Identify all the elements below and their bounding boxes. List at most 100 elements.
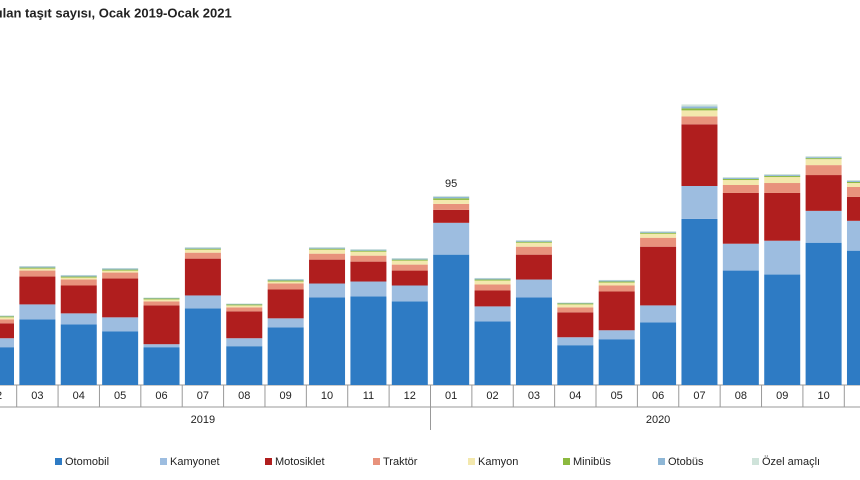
bar-segment [226, 303, 263, 305]
bar-segment [391, 264, 428, 271]
x-tick-label: 11 [363, 390, 374, 402]
bar-segment [598, 291, 635, 331]
bar-segment [474, 306, 511, 322]
bar-segment [640, 322, 677, 385]
bar-segment [433, 198, 470, 200]
bar-segment [681, 106, 718, 109]
bar-segment [350, 249, 387, 250]
bar-segment [184, 247, 221, 248]
bar-segment [474, 284, 511, 291]
bar-segment [805, 242, 842, 385]
x-tick-label: 10 [817, 390, 829, 402]
x-tick-label: 07 [693, 390, 705, 402]
x-tick-label: 06 [155, 390, 167, 402]
bar-segment [722, 180, 759, 186]
legend-marker [265, 458, 272, 465]
bar-segment [474, 290, 511, 307]
bar-segment [267, 280, 304, 282]
bar-segment [557, 337, 594, 346]
bar-segment [143, 299, 180, 302]
bar-segment [184, 295, 221, 309]
bar-segment [391, 258, 428, 259]
bar-segment [805, 210, 842, 243]
bar-segment [350, 250, 387, 252]
bar-segment [681, 116, 718, 125]
bar-segment [764, 274, 801, 385]
bar-segment [391, 260, 428, 265]
bar-segment [226, 311, 263, 339]
bar-segment [846, 183, 860, 187]
bar-segment [557, 303, 594, 305]
legend-marker [55, 458, 62, 465]
bar-segment [102, 272, 139, 279]
bar-segment [0, 315, 14, 317]
bar-segment [515, 240, 552, 241]
bar-segment [391, 270, 428, 286]
x-tick-label: 02 [0, 390, 2, 402]
bar-segment [598, 281, 635, 283]
bar-segment [474, 277, 511, 279]
bar-segment [433, 203, 470, 210]
bar-segment [309, 249, 346, 254]
bar-segment [722, 185, 759, 193]
bar-segment [515, 297, 552, 385]
bar-segment [557, 307, 594, 313]
legend-marker [373, 458, 380, 465]
bar-segment [557, 345, 594, 385]
bar-segment [0, 316, 14, 318]
bar-segment [515, 279, 552, 298]
legend-marker [752, 458, 759, 465]
bar-segment [391, 301, 428, 385]
bar-segment [640, 237, 677, 247]
bar-segment [350, 296, 387, 385]
bar-segment [764, 240, 801, 275]
bar-segment [474, 280, 511, 285]
bar-segment [515, 254, 552, 280]
group-label: 2019 [191, 414, 215, 426]
bar-segment [309, 247, 346, 249]
bar-segment [102, 268, 139, 270]
bar-segment [722, 270, 759, 385]
bar-segment [391, 259, 428, 261]
legend-label: Kamyonet [170, 456, 220, 468]
bar-segment [226, 346, 263, 385]
bar-segment [102, 267, 139, 269]
bar-segment [598, 330, 635, 340]
chart-title: ılan taşıt sayısı, Ocak 2019-Ocak 2021 [0, 5, 232, 20]
bar-segment [722, 243, 759, 271]
bar-segment [515, 241, 552, 243]
bar-segment [764, 177, 801, 184]
bar-segment [19, 319, 56, 385]
bar-segment [557, 312, 594, 338]
bar-segment [681, 218, 718, 385]
data-label: 95 [445, 178, 457, 190]
bar-segment [722, 178, 759, 180]
x-tick-label: 07 [197, 390, 209, 402]
bar-segment [681, 108, 718, 111]
bar-segment [722, 192, 759, 244]
bar-segment [267, 279, 304, 281]
legend-marker [160, 458, 167, 465]
bar-segment [640, 233, 677, 238]
bar-segment [19, 304, 56, 320]
bar-segment [598, 282, 635, 286]
bar-segment [515, 246, 552, 255]
bar-segment [764, 176, 801, 178]
bar-segment [267, 327, 304, 385]
bar-segment [557, 302, 594, 304]
bar-segment [60, 313, 97, 325]
bar-segment [722, 177, 759, 179]
bar-segment [640, 231, 677, 233]
bar-segment [598, 285, 635, 292]
x-tick-label: 08 [735, 390, 747, 402]
bar-segment [598, 280, 635, 282]
bar-segment [184, 258, 221, 296]
bar-segment [350, 261, 387, 282]
bar-segment [184, 247, 221, 249]
bar-segment [681, 186, 718, 219]
bar-segment [640, 305, 677, 323]
bar-segment [681, 110, 718, 117]
bar-segment [143, 297, 180, 299]
bar-segment [805, 175, 842, 211]
